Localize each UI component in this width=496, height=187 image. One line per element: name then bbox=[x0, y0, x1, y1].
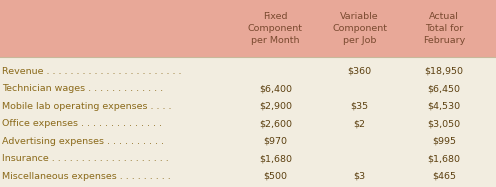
Text: $2: $2 bbox=[354, 119, 366, 128]
Text: $3: $3 bbox=[354, 172, 366, 181]
Text: $2,900: $2,900 bbox=[259, 102, 292, 111]
Text: $1,680: $1,680 bbox=[259, 154, 292, 163]
Text: Variable
Component
per Job: Variable Component per Job bbox=[332, 12, 387, 45]
Text: $360: $360 bbox=[348, 67, 372, 76]
Text: $1,680: $1,680 bbox=[428, 154, 460, 163]
Text: $465: $465 bbox=[432, 172, 456, 181]
Text: Revenue . . . . . . . . . . . . . . . . . . . . . . .: Revenue . . . . . . . . . . . . . . . . … bbox=[2, 67, 182, 76]
Text: Advertising expenses . . . . . . . . . .: Advertising expenses . . . . . . . . . . bbox=[2, 137, 165, 146]
Text: Miscellaneous expenses . . . . . . . . .: Miscellaneous expenses . . . . . . . . . bbox=[2, 172, 171, 181]
Text: $6,450: $6,450 bbox=[428, 84, 460, 93]
Text: $2,600: $2,600 bbox=[259, 119, 292, 128]
Text: $4,530: $4,530 bbox=[428, 102, 460, 111]
Text: $3,050: $3,050 bbox=[428, 119, 460, 128]
Text: $500: $500 bbox=[263, 172, 287, 181]
Text: Office expenses . . . . . . . . . . . . . .: Office expenses . . . . . . . . . . . . … bbox=[2, 119, 163, 128]
Text: Mobile lab operating expenses . . . .: Mobile lab operating expenses . . . . bbox=[2, 102, 172, 111]
Text: $970: $970 bbox=[263, 137, 287, 146]
Bar bbox=[0, 0, 496, 57]
Text: $18,950: $18,950 bbox=[425, 67, 463, 76]
Text: Technician wages . . . . . . . . . . . . .: Technician wages . . . . . . . . . . . .… bbox=[2, 84, 164, 93]
Text: Fixed
Component
per Month: Fixed Component per Month bbox=[248, 12, 303, 45]
Text: $6,400: $6,400 bbox=[259, 84, 292, 93]
Text: Actual
Total for
February: Actual Total for February bbox=[423, 12, 465, 45]
Text: $35: $35 bbox=[351, 102, 369, 111]
Text: Insurance . . . . . . . . . . . . . . . . . . . .: Insurance . . . . . . . . . . . . . . . … bbox=[2, 154, 169, 163]
Text: $995: $995 bbox=[432, 137, 456, 146]
